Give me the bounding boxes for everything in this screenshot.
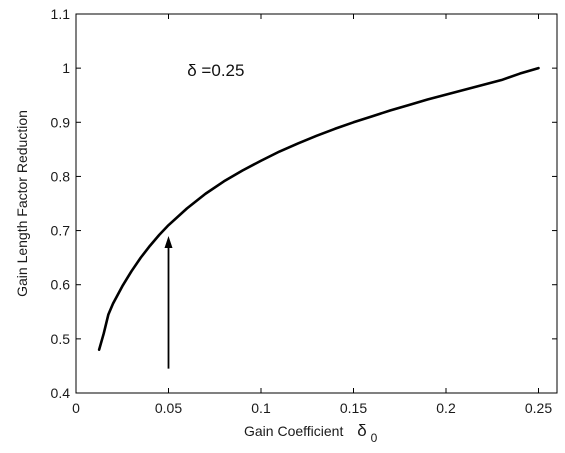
y-tick-label: 0.7 <box>51 223 71 239</box>
tick-marks <box>75 13 557 394</box>
y-tick-labels: 0.4 0.5 0.6 0.7 0.8 0.9 1 1.1 <box>51 6 71 401</box>
y-tick-label: 0.9 <box>51 114 71 130</box>
y-axis-label: Gain Length Factor Reduction <box>14 110 30 297</box>
x-tick-label: 0.2 <box>436 400 456 416</box>
y-tick-label: 0.8 <box>51 168 71 184</box>
x-tick-label: 0.25 <box>525 400 552 416</box>
y-tick-label: 0.6 <box>51 277 71 293</box>
x-axis-label-symbol: δ <box>357 421 366 440</box>
x-axis-label-subscript: 0 <box>371 431 378 445</box>
x-tick-labels: 0 0.05 0.1 0.15 0.2 0.25 <box>72 400 552 416</box>
x-axis-label-text: Gain Coefficient <box>244 423 343 439</box>
y-tick-label: 0.5 <box>51 331 71 347</box>
delta-annotation: δ =0.25 <box>187 61 244 80</box>
y-tick-label: 1.1 <box>51 6 71 22</box>
x-tick-label: 0.1 <box>251 400 271 416</box>
plot-area <box>75 13 558 394</box>
series-line <box>97 66 540 351</box>
x-tick-label: 0.15 <box>340 400 367 416</box>
y-tick-label: 0.4 <box>51 385 71 401</box>
x-tick-label: 0 <box>72 400 80 416</box>
y-tick-label: 1 <box>62 60 70 76</box>
arrow-head <box>164 235 173 248</box>
x-tick-label: 0.05 <box>155 400 182 416</box>
x-axis-label: Gain Coefficient δ 0 <box>244 421 378 445</box>
